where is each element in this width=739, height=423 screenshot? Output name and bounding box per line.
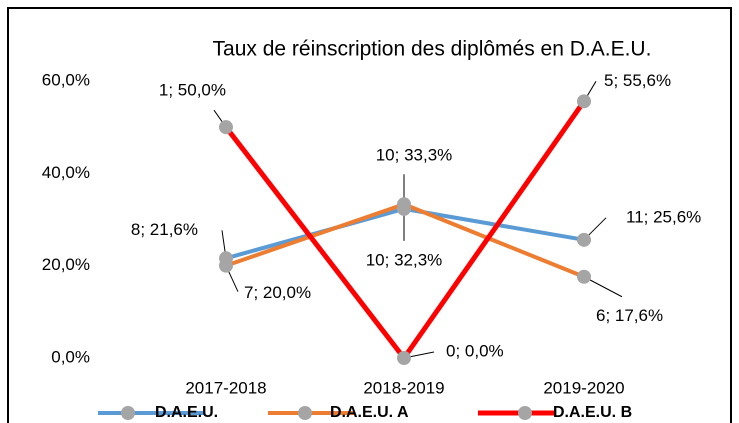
y-tick-label: 20,0% [42, 255, 90, 274]
marker [397, 197, 411, 212]
data-label: 8; 21,6% [131, 220, 198, 239]
marker [219, 120, 233, 135]
x-tick-label: 2017-2018 [185, 378, 266, 397]
data-label: 5; 55,6% [604, 71, 671, 90]
x-tick-label: 2018-2019 [363, 378, 444, 397]
legend-label: D.A.E.U. B [553, 404, 632, 421]
data-label: 1; 50,0% [159, 81, 226, 100]
legend-label: D.A.E.U. A [330, 404, 409, 421]
data-label: 11; 25,6% [626, 207, 701, 226]
legend-marker [518, 406, 532, 420]
marker [577, 94, 591, 109]
marker [219, 258, 233, 273]
marker [577, 232, 591, 247]
legend-marker [121, 406, 135, 420]
marker [577, 269, 591, 284]
data-label: 0; 0,0% [446, 341, 504, 360]
legend-marker [298, 406, 312, 420]
y-tick-label: 60,0% [42, 70, 90, 89]
data-label: 6; 17,6% [596, 306, 663, 325]
y-tick-label: 0,0% [51, 347, 90, 366]
leader-line [583, 276, 623, 298]
data-label: 7; 20,0% [244, 283, 311, 302]
x-tick-label: 2019-2020 [543, 378, 624, 397]
data-label: 10; 33,3% [376, 146, 453, 165]
marker [397, 351, 411, 365]
legend-label: D.A.E.U. [155, 404, 218, 421]
y-tick-label: 40,0% [42, 163, 90, 182]
chart-title: Taux de réinscription des diplômés en D.… [213, 38, 652, 61]
data-label: 10; 32,3% [366, 250, 443, 269]
